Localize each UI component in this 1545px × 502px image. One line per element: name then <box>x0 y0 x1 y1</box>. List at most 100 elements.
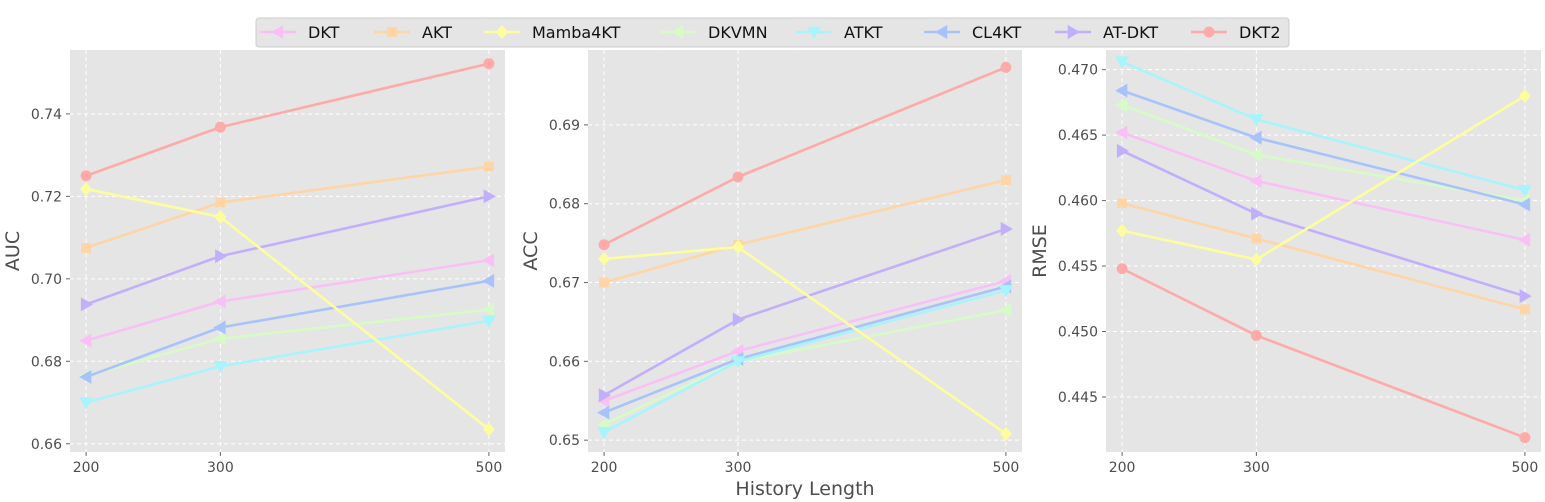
data-point-atkt <box>481 315 496 328</box>
data-point-mamba4kt <box>1250 252 1263 267</box>
data-point-dkt <box>481 253 495 268</box>
data-point-dkt2 <box>214 121 226 133</box>
data-point-at-dkt <box>1251 206 1264 221</box>
series-cl4kt <box>1115 83 1531 212</box>
x-tick-label: 500 <box>1512 460 1539 476</box>
series-dkt <box>79 253 495 348</box>
data-point-cl4kt <box>1517 197 1531 212</box>
series-akt <box>81 161 494 253</box>
data-point-dkt <box>1115 125 1128 140</box>
data-point-at-dkt <box>1000 221 1013 236</box>
series-at-dkt <box>598 221 1013 403</box>
legend-item-dkt: DKT <box>260 23 340 42</box>
data-point-mamba4kt <box>1116 223 1129 238</box>
series-atkt <box>597 285 1013 440</box>
legend-item-mamba4kt: Mamba4KT <box>484 23 621 42</box>
series-mamba4kt <box>1116 88 1531 267</box>
data-point-dkt2 <box>483 58 495 70</box>
data-point-dkt2 <box>1519 432 1531 444</box>
series-dkvmn <box>1115 97 1531 208</box>
data-point-atkt <box>998 285 1013 298</box>
data-point-mamba4kt <box>999 426 1012 441</box>
data-point-dkt <box>1517 232 1531 247</box>
data-point-atkt <box>731 356 746 369</box>
y-tick-label: 0.68 <box>31 354 62 370</box>
y-axis-label: RMSE <box>1029 224 1051 278</box>
y-axis-label: ACC <box>520 231 542 270</box>
x-axis-label: History Length <box>735 478 874 500</box>
data-point-dkt2 <box>80 170 92 182</box>
data-point-atkt <box>597 427 612 440</box>
legend-item-dkvmn: DKVMN <box>660 23 768 42</box>
data-point-mamba4kt <box>598 251 611 266</box>
data-point-mamba4kt <box>1518 88 1531 103</box>
y-tick-label: 0.67 <box>549 276 580 292</box>
x-tick-label: 500 <box>476 460 503 476</box>
data-point-dkt2 <box>1116 263 1128 275</box>
data-point-dkvmn <box>213 331 226 346</box>
data-point-mamba4kt <box>482 422 495 437</box>
legend-marker <box>1067 25 1080 39</box>
plot-background <box>1106 50 1541 452</box>
x-tick-label: 200 <box>591 460 618 476</box>
data-point-cl4kt <box>597 405 610 420</box>
legend-item-dkt2: DKT2 <box>1191 23 1281 42</box>
legend-marker <box>807 26 821 39</box>
series-dkt <box>1115 125 1531 247</box>
legend-marker <box>496 25 508 39</box>
legend-marker <box>671 25 684 39</box>
data-point-mamba4kt <box>214 209 227 224</box>
plot-background <box>588 50 1022 452</box>
series-atkt <box>79 315 496 410</box>
data-point-atkt <box>79 397 94 410</box>
series-akt <box>1117 198 1530 315</box>
data-point-akt <box>1117 198 1128 209</box>
data-point-akt <box>599 277 609 288</box>
legend-item-atkt: ATKT <box>796 23 883 42</box>
data-point-dkt2 <box>732 171 744 183</box>
series-dkt2 <box>598 61 1012 251</box>
x-tick-label: 200 <box>73 460 100 476</box>
series-at-dkt <box>80 189 496 312</box>
data-point-at-dkt <box>215 249 228 264</box>
x-tick-label: 300 <box>1243 460 1270 476</box>
chart-panels: 0.66 0.68 0.70 0.72 0.74 200 300 500 AUC 0.65 0.66… <box>2 50 1541 476</box>
y-tick-label: 0.445 <box>1058 390 1098 406</box>
data-point-akt <box>1251 233 1262 244</box>
data-point-dkt2 <box>1250 329 1262 341</box>
data-point-akt <box>1519 304 1530 315</box>
legend-item-cl4kt: CL4KT <box>924 23 1022 42</box>
data-point-at-dkt <box>732 312 746 327</box>
y-tick-label: 0.70 <box>31 272 62 288</box>
series-cl4kt <box>79 273 495 384</box>
data-point-akt <box>81 243 92 253</box>
data-point-dkt2 <box>598 239 610 251</box>
series-atkt <box>1115 56 1532 198</box>
y-tick-label: 0.68 <box>549 197 580 213</box>
series-mamba4kt <box>80 181 495 437</box>
y-tick-label: 0.72 <box>31 189 62 205</box>
data-point-mamba4kt <box>732 240 744 255</box>
series-at-dkt <box>1116 143 1532 304</box>
data-point-at-dkt <box>1116 143 1130 158</box>
data-point-cl4kt <box>79 369 92 384</box>
data-point-atkt <box>1115 56 1130 69</box>
legend-marker <box>935 25 948 39</box>
data-point-akt <box>1001 175 1011 185</box>
legend-label: AT-DKT <box>1103 23 1158 42</box>
y-axis-label: AUC <box>2 231 24 271</box>
legend-label: CL4KT <box>972 23 1022 42</box>
series-dkt2 <box>80 58 495 182</box>
legend-marker <box>271 25 284 39</box>
data-point-cl4kt <box>213 320 226 335</box>
series-dkt2 <box>1116 263 1531 444</box>
y-tick-label: 0.470 <box>1058 63 1098 79</box>
y-tick-label: 0.66 <box>31 437 62 453</box>
y-tick-label: 0.74 <box>31 107 62 123</box>
legend-marker <box>387 27 397 37</box>
data-point-dkvmn <box>1249 147 1262 162</box>
data-point-dkvmn <box>998 303 1012 318</box>
x-tick-label: 500 <box>993 460 1020 476</box>
data-point-dkt <box>213 294 226 309</box>
